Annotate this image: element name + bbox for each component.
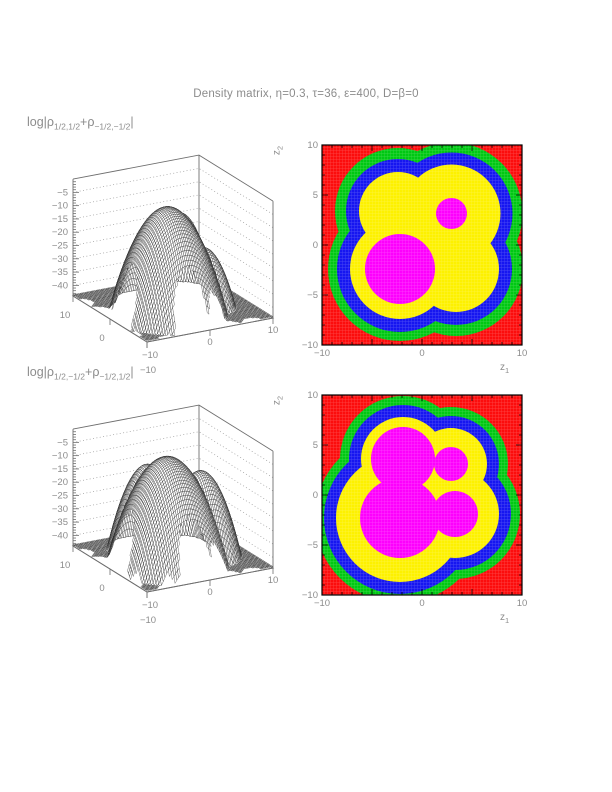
svg-text:10: 10	[517, 348, 528, 359]
svg-text:0: 0	[419, 598, 424, 609]
svg-text:−25: −25	[52, 241, 68, 252]
svg-text:10: 10	[60, 310, 71, 321]
contour1-yaxis-title: z2	[271, 145, 285, 156]
surface2-title-sub1: 1/2,−1/2	[54, 371, 86, 382]
contour-log-rho-diagonal-sum: −10 −5 0 5 10 −10 0 10	[302, 140, 527, 359]
surface2-title-mid: +ρ	[85, 365, 100, 379]
svg-text:−10: −10	[52, 451, 68, 462]
surface2-title-post: |	[130, 365, 134, 379]
surface-log-rho-diagonal-sum: −5 −10 −15 −20 −25 −30 −35 −40 10 0 −10 −10 0 10	[52, 154, 279, 376]
svg-text:10: 10	[60, 560, 71, 571]
svg-text:−10: −10	[302, 340, 318, 351]
svg-text:0: 0	[313, 240, 318, 251]
svg-text:−10: −10	[314, 348, 330, 359]
svg-text:10: 10	[307, 140, 318, 151]
svg-text:−35: −35	[52, 517, 68, 528]
svg-text:0: 0	[99, 333, 104, 344]
svg-text:−5: −5	[307, 290, 318, 301]
page-title: Density matrix, η=0.3, τ=36, ε=400, D=β=…	[193, 88, 419, 100]
surface2-title-pre: log|ρ	[27, 365, 55, 379]
svg-text:−30: −30	[52, 504, 68, 515]
contour2-xaxis-title: z1	[500, 612, 510, 625]
svg-text:5: 5	[313, 440, 318, 451]
svg-text:−20: −20	[52, 227, 68, 238]
surface1-title-pre: log|ρ	[27, 115, 55, 129]
surface1-title-post: |	[130, 115, 134, 129]
surface1-title-sub1: 1/2,1/2	[54, 121, 81, 132]
svg-text:−10: −10	[140, 615, 156, 626]
svg-text:−10: −10	[142, 350, 158, 361]
svg-text:0: 0	[207, 587, 212, 598]
svg-text:−40: −40	[52, 530, 68, 541]
contour1-xaxis-title: z1	[500, 362, 510, 375]
contour-log-rho-offdiagonal-sum: −10 −5 0 5 10 −10 0 10	[302, 390, 527, 609]
svg-text:−35: −35	[52, 267, 68, 278]
svg-text:−40: −40	[52, 280, 68, 291]
svg-text:10: 10	[517, 598, 528, 609]
svg-text:0: 0	[207, 337, 212, 348]
svg-text:−5: −5	[307, 540, 318, 551]
surface1-title-sub2: −1/2,−1/2	[94, 121, 131, 132]
contour2-yaxis-title: z2	[271, 395, 285, 406]
svg-text:−30: −30	[52, 254, 68, 265]
svg-text:10: 10	[268, 575, 279, 586]
svg-text:−5: −5	[57, 437, 68, 448]
surface2-title-sub2: −1/2,1/2	[99, 371, 131, 382]
svg-text:−15: −15	[52, 214, 68, 225]
svg-text:−5: −5	[57, 187, 68, 198]
svg-text:−10: −10	[142, 600, 158, 611]
svg-text:−10: −10	[302, 590, 318, 601]
svg-text:5: 5	[313, 190, 318, 201]
svg-text:−25: −25	[52, 491, 68, 502]
svg-text:−10: −10	[52, 201, 68, 212]
svg-text:0: 0	[313, 490, 318, 501]
svg-text:−10: −10	[314, 598, 330, 609]
svg-text:−20: −20	[52, 477, 68, 488]
svg-text:0: 0	[99, 583, 104, 594]
svg-text:10: 10	[268, 325, 279, 336]
surface2-title: log|ρ1/2,−1/2+ρ−1/2,1/2|	[27, 365, 134, 382]
svg-text:10: 10	[307, 390, 318, 401]
surface1-title: log|ρ1/2,1/2+ρ−1/2,−1/2|	[27, 115, 134, 132]
surface1-title-mid: +ρ	[80, 115, 95, 129]
surface-log-rho-offdiagonal-sum: −5 −10 −15 −20 −25 −30 −35 −40 10 0 −10 −10 0 10	[52, 404, 279, 626]
svg-text:−15: −15	[52, 464, 68, 475]
svg-text:0: 0	[419, 348, 424, 359]
svg-text:−10: −10	[140, 365, 156, 376]
